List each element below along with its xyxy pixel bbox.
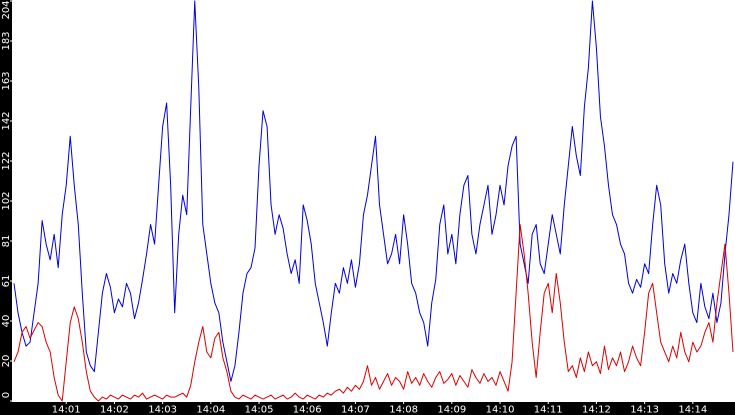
x-tick-label: 14:13: [630, 405, 659, 415]
y-tick-label: 81: [1, 235, 12, 248]
y-tick-label: 163: [1, 71, 12, 90]
x-tick-label: 14:10: [486, 405, 515, 415]
x-tick-label: 14:01: [52, 405, 81, 415]
y-tick-label: 40: [1, 315, 12, 328]
x-tick-label: 14:06: [293, 405, 322, 415]
y-tick-label: 102: [1, 191, 12, 210]
x-axis-strip: [0, 402, 735, 415]
x-tick-label: 14:03: [148, 405, 177, 415]
y-tick-label: 183: [1, 31, 12, 50]
x-tick-label: 14:12: [582, 405, 611, 415]
x-tick-label: 14:09: [437, 405, 466, 415]
x-tick-label: 14:11: [534, 405, 563, 415]
y-tick-label: 0: [1, 392, 12, 398]
y-tick-label: 142: [1, 111, 12, 130]
y-axis-strip: [0, 0, 12, 415]
x-tick-label: 14:02: [100, 405, 129, 415]
y-tick-label: 204: [1, 0, 12, 19]
y-tick-label: 20: [1, 355, 12, 368]
x-tick-label: 14:05: [245, 405, 274, 415]
y-tick-label: 122: [1, 151, 12, 170]
y-tick-label: 61: [1, 275, 12, 288]
x-tick-label: 14:14: [678, 405, 707, 415]
series-line: [13, 224, 734, 402]
x-tick-label: 14:04: [196, 405, 225, 415]
series-line: [13, 0, 734, 382]
x-tick-label: 14:08: [389, 405, 418, 415]
x-tick-label: 14:07: [341, 405, 370, 415]
